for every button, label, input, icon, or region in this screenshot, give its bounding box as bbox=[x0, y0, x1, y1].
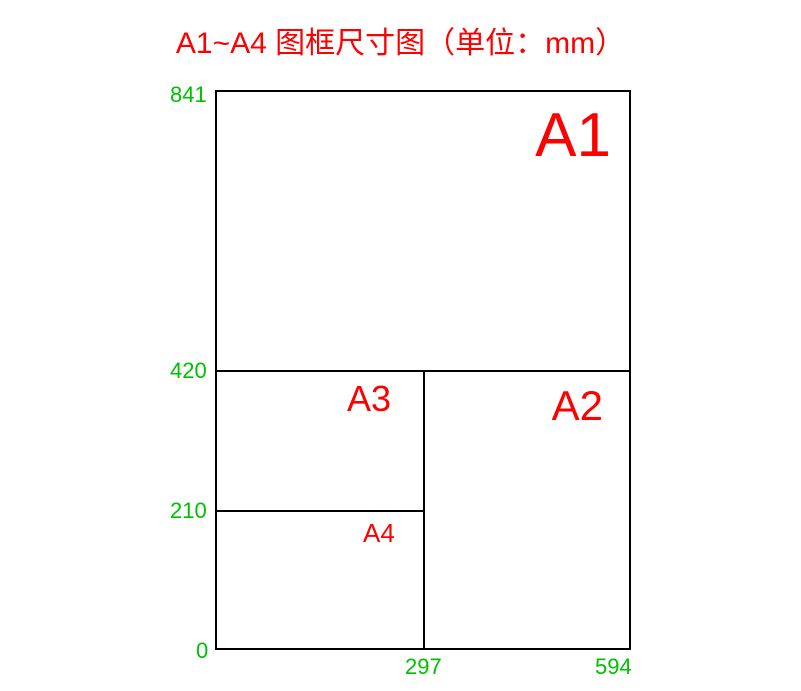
divider-y210 bbox=[217, 510, 425, 512]
xtick-594: 594 bbox=[595, 654, 632, 680]
diagram-title: A1~A4 图框尺寸图（单位：mm） bbox=[0, 18, 801, 62]
label-a4: A4 bbox=[363, 518, 395, 549]
label-a1: A1 bbox=[535, 100, 611, 171]
ytick-420: 420 bbox=[170, 358, 207, 384]
paper-size-diagram: A1 A2 A3 A4 bbox=[215, 90, 631, 650]
divider-x297 bbox=[423, 370, 425, 650]
label-a3: A3 bbox=[347, 378, 391, 420]
ytick-841: 841 bbox=[170, 82, 207, 108]
xtick-297: 297 bbox=[405, 654, 442, 680]
ytick-0: 0 bbox=[196, 638, 208, 664]
label-a2: A2 bbox=[552, 382, 603, 430]
ytick-210: 210 bbox=[170, 498, 207, 524]
